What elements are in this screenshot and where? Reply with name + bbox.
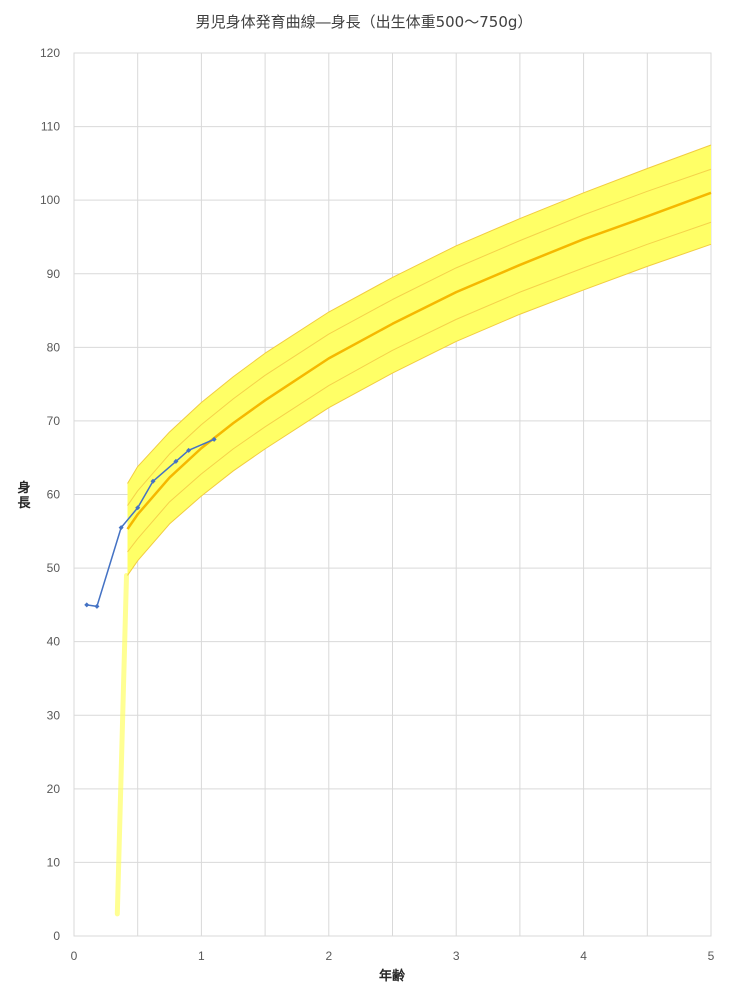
tick-labels: 0 10 20 30 40 50 60 70 80 90 100 110 120 0 1 2 3 4 5: [40, 46, 715, 963]
y-axis-label-group: 身長: [17, 480, 31, 511]
y-tick-label: 10: [47, 855, 61, 869]
band-drop-line: [114, 572, 130, 917]
x-tick-label: 5: [708, 949, 715, 963]
patient-points: [84, 436, 217, 609]
plot-frame: [73, 52, 712, 937]
patient-point: [211, 436, 217, 442]
band-upper-line: [127, 144, 712, 484]
percentile-band: [114, 144, 712, 917]
patient-point: [84, 602, 90, 608]
patient-point: [94, 603, 100, 609]
x-tick-label: 1: [198, 949, 205, 963]
band-area: [127, 144, 712, 576]
gridlines: [73, 52, 712, 937]
y-tick-label: 20: [47, 782, 61, 796]
y-tick-label: 110: [41, 120, 60, 134]
patient-point: [135, 505, 141, 511]
x-tick-label: 3: [453, 949, 460, 963]
chart-title: 男児身体発育曲線―身長（出生体重500～750g）: [196, 13, 533, 31]
y-tick-label: 70: [47, 414, 61, 428]
band-inner-lower-line: [127, 221, 712, 553]
y-tick-label: 30: [47, 708, 61, 722]
band-lower-line: [127, 243, 712, 576]
patient-point: [150, 478, 156, 484]
patient-point: [173, 458, 179, 464]
x-tick-label: 4: [580, 949, 587, 963]
median-line: [126, 191, 712, 530]
y-tick-label: 40: [47, 635, 61, 649]
y-tick-label: 90: [47, 267, 61, 281]
y-axis-label: 身長: [17, 480, 31, 511]
y-tick-label: 80: [47, 340, 61, 354]
y-tick-label: 50: [47, 561, 61, 575]
y-tick-label: 0: [53, 929, 60, 943]
x-axis-label: 年齢: [379, 968, 406, 984]
x-tick-label: 2: [325, 949, 332, 963]
y-tick-label: 120: [40, 46, 60, 60]
patient-line: [86, 438, 215, 608]
patient-point: [186, 447, 192, 453]
series-lines: [86, 144, 712, 608]
y-tick-label: 60: [47, 488, 61, 502]
patient-point: [118, 525, 124, 531]
x-tick-label: 0: [71, 949, 78, 963]
band-inner-upper-line: [127, 168, 712, 506]
y-tick-label: 100: [40, 193, 60, 207]
